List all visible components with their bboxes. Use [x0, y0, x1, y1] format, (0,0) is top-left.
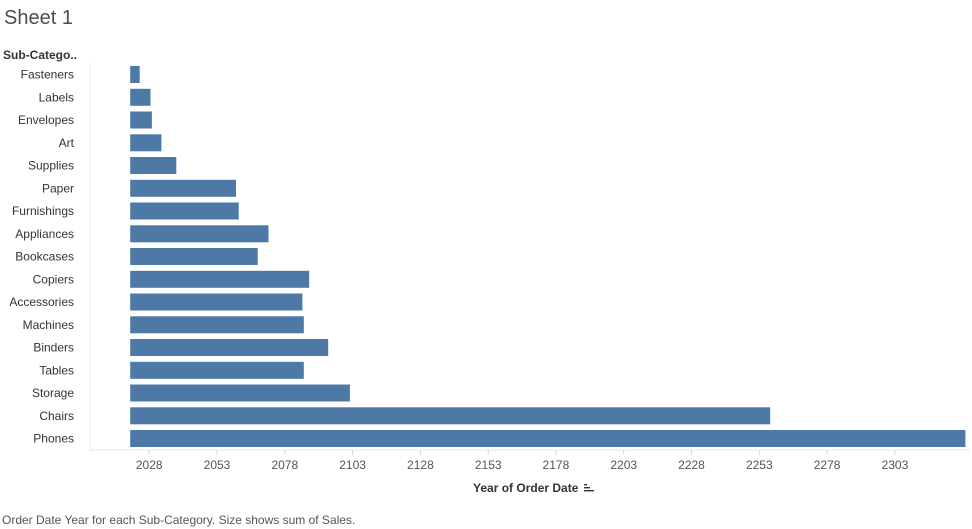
bar-copiers[interactable] — [130, 270, 310, 288]
category-label-chairs[interactable]: Chairs — [39, 409, 74, 423]
x-tick-label-2078: 2078 — [271, 458, 298, 472]
x-tick-label-2128: 2128 — [407, 458, 434, 472]
bar-supplies[interactable] — [130, 157, 177, 174]
x-tick-label-2103: 2103 — [339, 458, 366, 472]
bar-accessories[interactable] — [130, 293, 303, 311]
category-label-phones[interactable]: Phones — [33, 432, 74, 446]
bar-labels[interactable] — [130, 88, 151, 106]
x-tick-label-2278: 2278 — [814, 458, 841, 472]
bar-phones[interactable] — [130, 430, 966, 447]
category-label-storage[interactable]: Storage — [32, 386, 74, 400]
category-label-furnishings[interactable]: Furnishings — [12, 204, 74, 218]
bar-binders[interactable] — [130, 339, 329, 356]
bar-paper[interactable] — [130, 179, 236, 197]
bar-bookcases[interactable] — [130, 248, 258, 265]
x-tick-label-2178: 2178 — [543, 458, 570, 472]
category-label-bookcases[interactable]: Bookcases — [15, 250, 74, 264]
sheet-title: Sheet 1 — [4, 7, 73, 29]
sub-category-header[interactable]: Sub-Catego.. — [3, 48, 77, 62]
x-axis-title[interactable]: Year of Order Date — [473, 481, 595, 495]
category-label-copiers[interactable]: Copiers — [33, 272, 74, 286]
category-label-fasteners[interactable]: Fasteners — [21, 68, 74, 82]
bar-fasteners[interactable] — [130, 66, 140, 83]
x-tick-label-2028: 2028 — [136, 458, 163, 472]
category-label-labels[interactable]: Labels — [39, 90, 74, 104]
x-tick-label-2203: 2203 — [610, 458, 637, 472]
bar-machines[interactable] — [130, 316, 304, 334]
bar-art[interactable] — [130, 134, 162, 152]
category-label-tables[interactable]: Tables — [39, 363, 74, 377]
category-label-appliances[interactable]: Appliances — [15, 227, 74, 241]
x-tick-label-2153: 2153 — [475, 458, 502, 472]
x-tick-label-2303: 2303 — [882, 458, 909, 472]
x-tick-label-2253: 2253 — [746, 458, 773, 472]
category-label-paper[interactable]: Paper — [42, 181, 74, 195]
category-label-machines[interactable]: Machines — [23, 318, 74, 332]
bar-furnishings[interactable] — [130, 202, 239, 220]
category-label-art[interactable]: Art — [59, 136, 75, 150]
category-label-supplies[interactable]: Supplies — [28, 159, 74, 173]
category-label-envelopes[interactable]: Envelopes — [18, 113, 74, 127]
category-label-accessories[interactable]: Accessories — [9, 295, 74, 309]
bar-appliances[interactable] — [130, 225, 269, 243]
bar-envelopes[interactable] — [130, 111, 152, 129]
x-tick-label-2053: 2053 — [204, 458, 231, 472]
bar-storage[interactable] — [130, 384, 350, 402]
bar-chairs[interactable] — [130, 407, 771, 425]
caption: Order Date Year for each Sub-Category. S… — [2, 513, 356, 527]
sort-descending-icon[interactable] — [583, 482, 595, 494]
category-label-binders[interactable]: Binders — [33, 341, 74, 355]
bar-tables[interactable] — [130, 361, 304, 379]
x-tick-label-2228: 2228 — [678, 458, 705, 472]
x-axis-title-text: Year of Order Date — [473, 481, 579, 495]
